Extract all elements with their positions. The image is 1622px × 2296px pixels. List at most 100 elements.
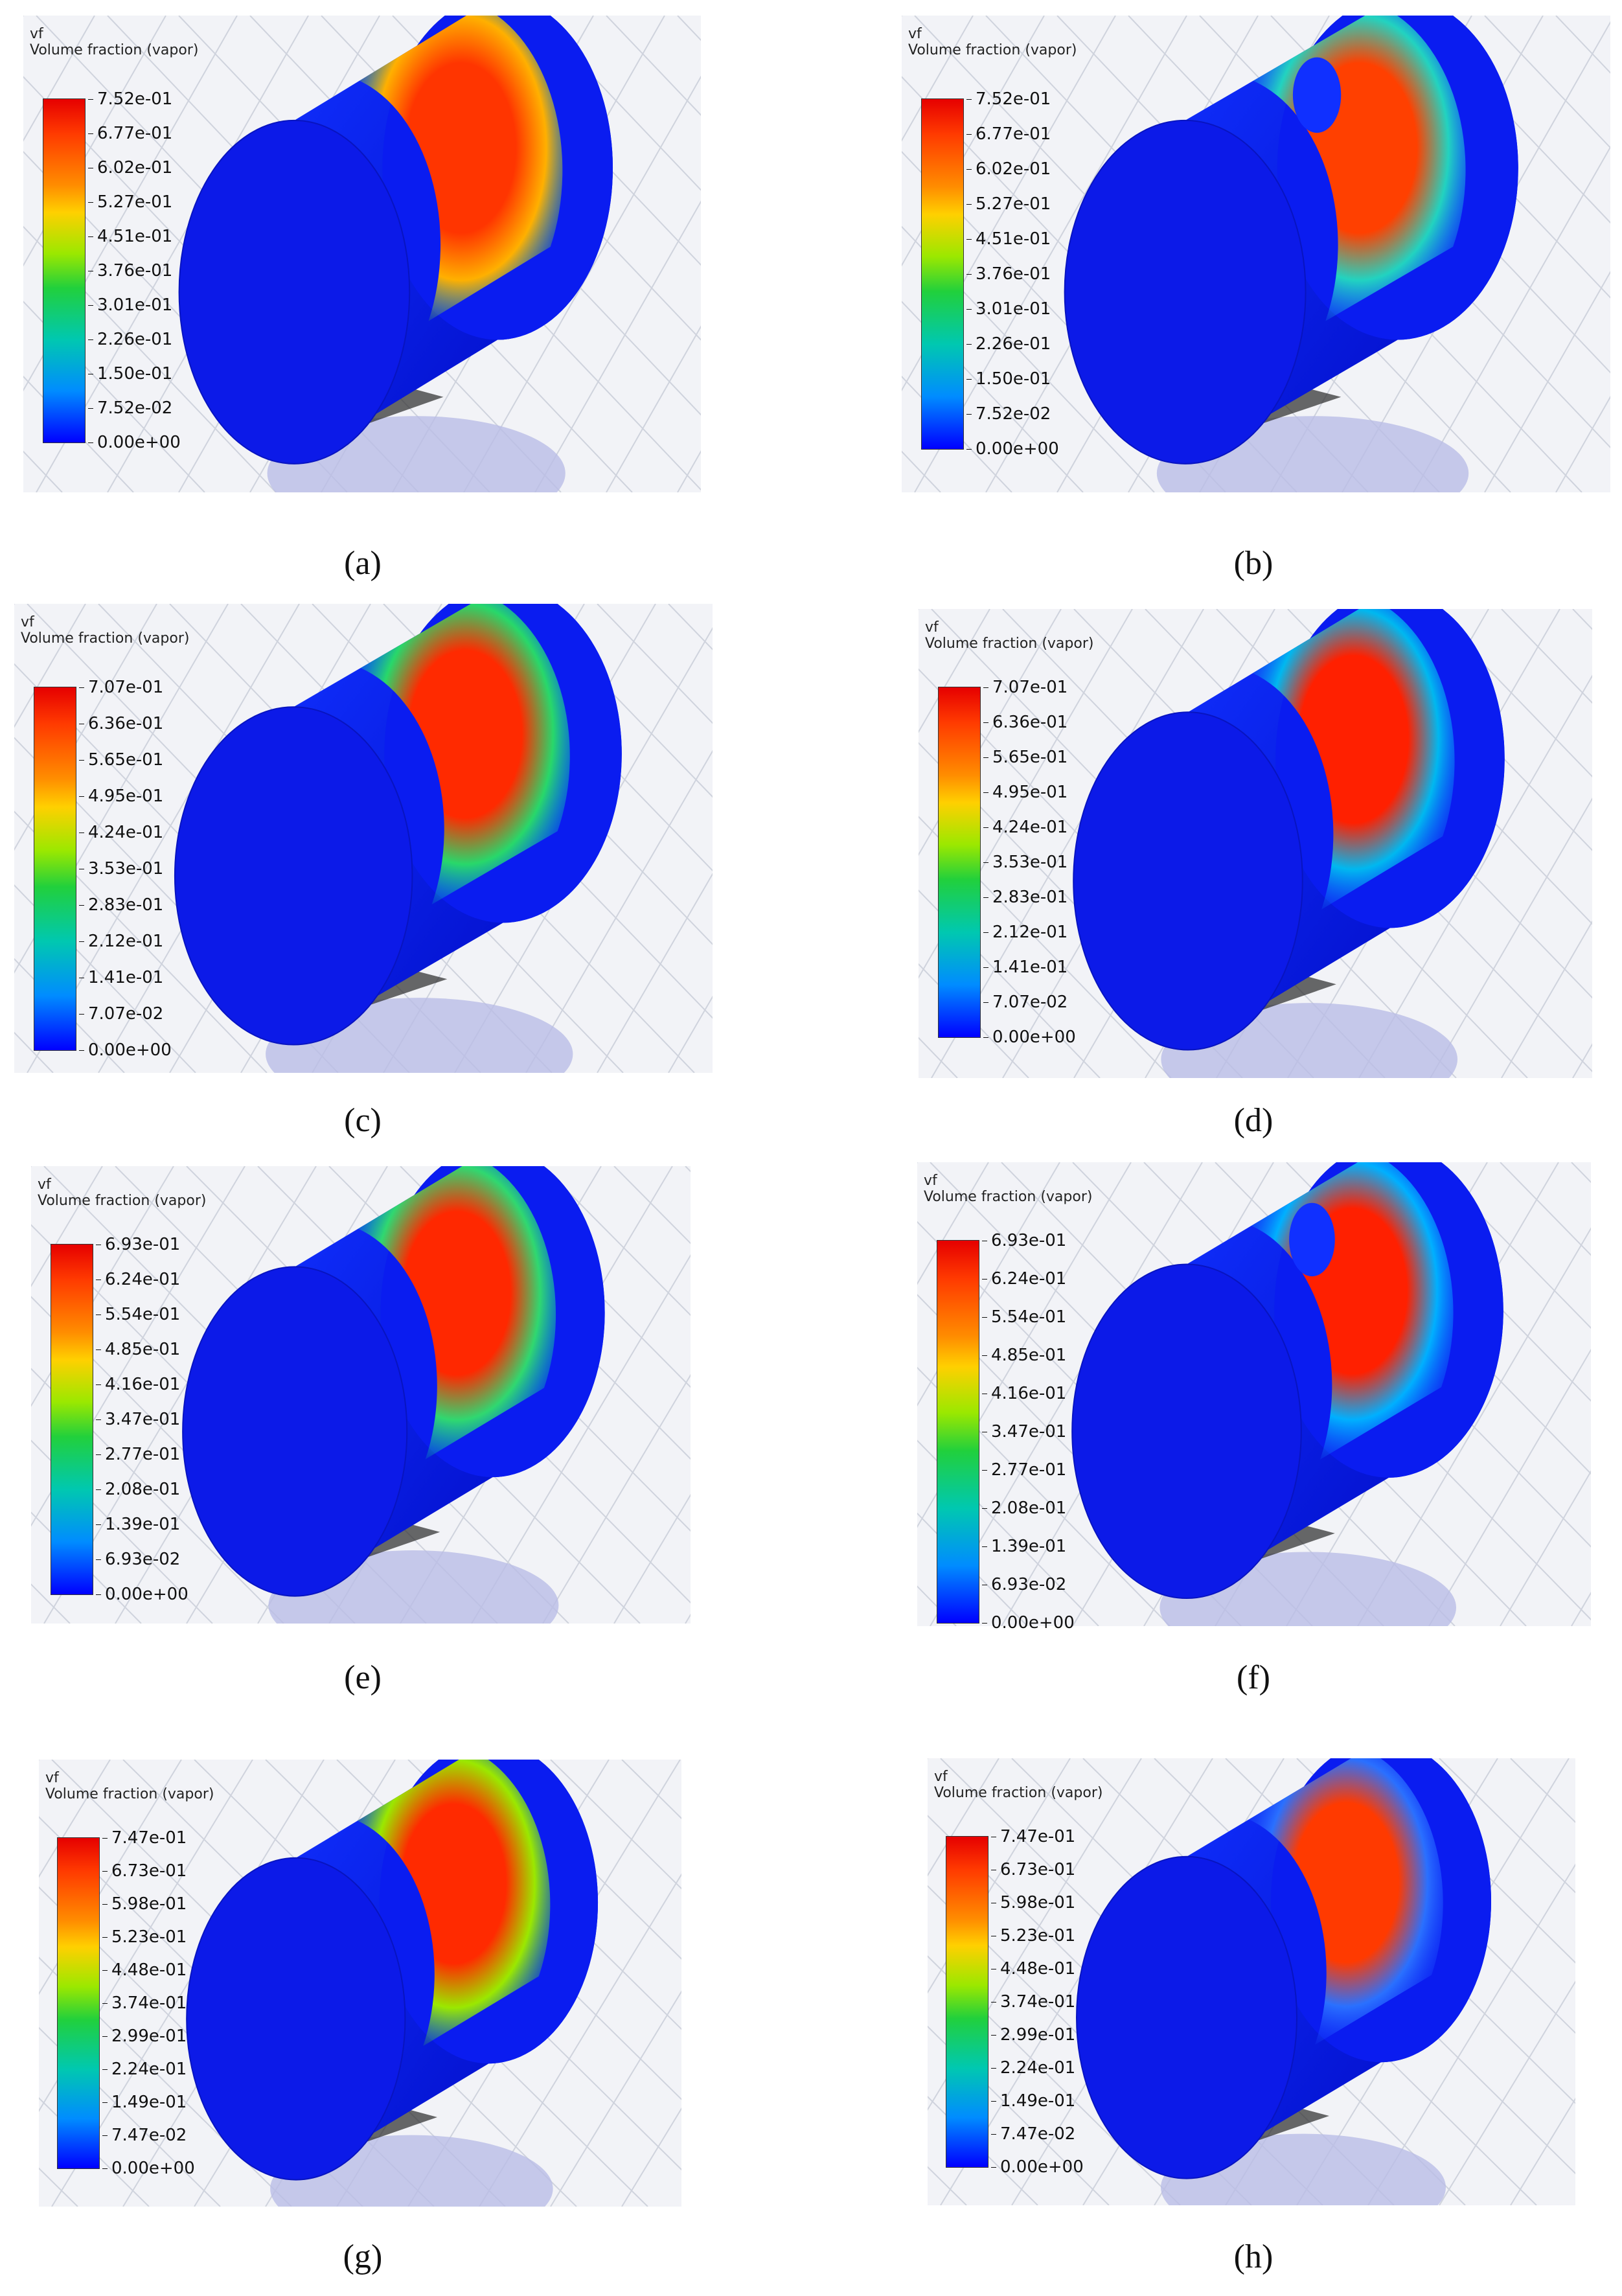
cylinder-render bbox=[23, 16, 701, 492]
colorbar bbox=[34, 687, 76, 1051]
legend-variable: vf bbox=[934, 1769, 948, 1785]
cylinder-front-face bbox=[1076, 1855, 1297, 2179]
colorbar-tick-label: 1.50e-01 bbox=[87, 364, 173, 384]
legend-quantity: Volume fraction (vapor) bbox=[925, 636, 1094, 652]
cylinder-front-face bbox=[1064, 119, 1307, 465]
colorbar-tick-label: 5.27e-01 bbox=[87, 192, 173, 212]
render-viewport bbox=[917, 1162, 1591, 1626]
colorbar-tick-label: 4.16e-01 bbox=[95, 1375, 181, 1394]
contour-panel: vf Volume fraction (vapor) 7.07e-01 6.36e-0… bbox=[919, 609, 1592, 1078]
colorbar-tick-label: 3.47e-01 bbox=[981, 1422, 1067, 1441]
colorbar bbox=[937, 1240, 979, 1624]
cylinder-front-face bbox=[178, 119, 411, 465]
colorbar-tick-label: 4.48e-01 bbox=[990, 1959, 1076, 1979]
colorbar-tick-label: 6.02e-01 bbox=[87, 158, 173, 178]
vapor-region bbox=[360, 604, 570, 904]
panel-caption: (b) bbox=[1233, 545, 1274, 582]
colorbar-tick-label: 7.47e-01 bbox=[990, 1827, 1076, 1846]
colorbar-tick-label: 3.76e-01 bbox=[966, 264, 1051, 284]
colorbar-tick-label: 2.12e-01 bbox=[983, 923, 1068, 942]
panel-caption: (g) bbox=[343, 2238, 383, 2275]
vapor-void bbox=[1289, 1202, 1335, 1277]
cylinder-render bbox=[14, 604, 713, 1073]
colorbar-tick-label: 2.83e-01 bbox=[983, 888, 1068, 907]
colorbar-tick-label: 5.23e-01 bbox=[990, 1926, 1076, 1946]
colorbar-tick-label: 2.08e-01 bbox=[981, 1498, 1067, 1518]
panel-caption: (e) bbox=[344, 1659, 382, 1696]
render-viewport bbox=[928, 1758, 1575, 2205]
colorbar-tick-label: 4.95e-01 bbox=[78, 786, 164, 806]
legend-title: vf Volume fraction (vapor) bbox=[38, 1177, 206, 1210]
colorbar-tick-label: 7.47e-02 bbox=[990, 2124, 1076, 2144]
colorbar-tick-label: 7.52e-02 bbox=[966, 404, 1051, 424]
colorbar-tick-label: 2.99e-01 bbox=[102, 2026, 187, 2046]
colorbar-tick-label: 4.48e-01 bbox=[102, 1960, 187, 1980]
colorbar-tick-label: 6.93e-01 bbox=[95, 1235, 181, 1254]
colorbar-tick-label: 4.95e-01 bbox=[983, 783, 1068, 802]
colorbar-tick-label: 0.00e+00 bbox=[991, 2157, 1084, 2177]
colorbar-tick-label: 7.07e-01 bbox=[983, 678, 1068, 697]
render-viewport bbox=[39, 1760, 681, 2207]
legend-variable: vf bbox=[908, 26, 922, 42]
colorbar-tick-label: 0.00e+00 bbox=[983, 1027, 1076, 1047]
colorbar-tick-label: 6.77e-01 bbox=[87, 124, 173, 143]
render-viewport bbox=[14, 604, 713, 1073]
colorbar-tick-label: 6.73e-01 bbox=[990, 1860, 1076, 1879]
colorbar bbox=[921, 98, 964, 450]
colorbar bbox=[51, 1244, 93, 1595]
colorbar-tick-label: 4.51e-01 bbox=[87, 227, 173, 246]
legend-variable: vf bbox=[925, 619, 939, 636]
colorbar-tick-label: 5.98e-01 bbox=[990, 1893, 1076, 1912]
colorbar-tick-label: 5.23e-01 bbox=[102, 1927, 187, 1947]
colorbar-tick-label: 0.00e+00 bbox=[88, 433, 181, 452]
colorbar-tick-label: 6.93e-02 bbox=[981, 1575, 1067, 1594]
colorbar bbox=[946, 1836, 988, 2168]
legend-title: vf Volume fraction (vapor) bbox=[924, 1173, 1092, 1206]
legend-quantity: Volume fraction (vapor) bbox=[45, 1786, 214, 1803]
cylinder-render bbox=[928, 1758, 1575, 2205]
colorbar-tick-label: 4.16e-01 bbox=[981, 1384, 1067, 1403]
colorbar-tick-label: 0.00e+00 bbox=[79, 1040, 172, 1060]
cylinder-render bbox=[917, 1162, 1591, 1626]
colorbar-tick-label: 4.24e-01 bbox=[78, 823, 164, 842]
colorbar-tick-label: 2.12e-01 bbox=[78, 932, 164, 951]
colorbar-tick-label: 7.47e-02 bbox=[102, 2126, 187, 2145]
colorbar-tick-label: 6.36e-01 bbox=[78, 714, 164, 733]
legend-quantity: Volume fraction (vapor) bbox=[934, 1785, 1103, 1802]
colorbar-tick-label: 3.74e-01 bbox=[102, 1993, 187, 2013]
cylinder-front-face bbox=[174, 706, 413, 1046]
legend-quantity: Volume fraction (vapor) bbox=[21, 630, 190, 647]
cylinder-front-face bbox=[186, 1857, 406, 2181]
colorbar-tick-label: 6.93e-02 bbox=[95, 1550, 181, 1569]
vapor-void bbox=[1292, 57, 1342, 133]
colorbar-tick-label: 7.52e-01 bbox=[966, 89, 1051, 109]
colorbar-tick-label: 6.77e-01 bbox=[966, 124, 1051, 144]
colorbar-tick-label: 4.85e-01 bbox=[981, 1346, 1067, 1365]
panel-caption: (d) bbox=[1233, 1102, 1274, 1139]
colorbar-tick-label: 0.00e+00 bbox=[102, 2159, 195, 2178]
contour-panel: vf Volume fraction (vapor) 7.07e-01 6.36e-0… bbox=[14, 604, 713, 1073]
panel-caption: (h) bbox=[1233, 2238, 1274, 2275]
colorbar-tick-label: 0.00e+00 bbox=[966, 439, 1059, 459]
vapor-region bbox=[358, 1760, 551, 2047]
colorbar-tick-label: 6.24e-01 bbox=[981, 1269, 1067, 1289]
legend-title: vf Volume fraction (vapor) bbox=[45, 1770, 214, 1803]
colorbar-tick-label: 4.24e-01 bbox=[983, 818, 1068, 837]
legend-variable: vf bbox=[21, 614, 34, 630]
legend-variable: vf bbox=[924, 1173, 937, 1189]
colorbar-tick-label: 5.98e-01 bbox=[102, 1894, 187, 1914]
panel-caption: (c) bbox=[344, 1102, 382, 1139]
colorbar-tick-label: 0.00e+00 bbox=[96, 1585, 188, 1604]
colorbar-tick-label: 1.39e-01 bbox=[95, 1515, 181, 1534]
colorbar-tick-label: 3.74e-01 bbox=[990, 1992, 1076, 2012]
vapor-region bbox=[359, 16, 563, 321]
colorbar-tick-label: 7.07e-02 bbox=[78, 1004, 164, 1024]
colorbar-tick-label: 5.65e-01 bbox=[983, 748, 1068, 767]
colorbar-tick-label: 2.24e-01 bbox=[102, 2060, 187, 2079]
cylinder-front-face bbox=[1071, 1263, 1302, 1600]
colorbar-tick-label: 2.26e-01 bbox=[966, 334, 1051, 354]
render-viewport bbox=[23, 16, 701, 492]
legend-variable: vf bbox=[30, 26, 43, 42]
colorbar-tick-label: 2.99e-01 bbox=[990, 2025, 1076, 2045]
colorbar bbox=[43, 98, 86, 443]
